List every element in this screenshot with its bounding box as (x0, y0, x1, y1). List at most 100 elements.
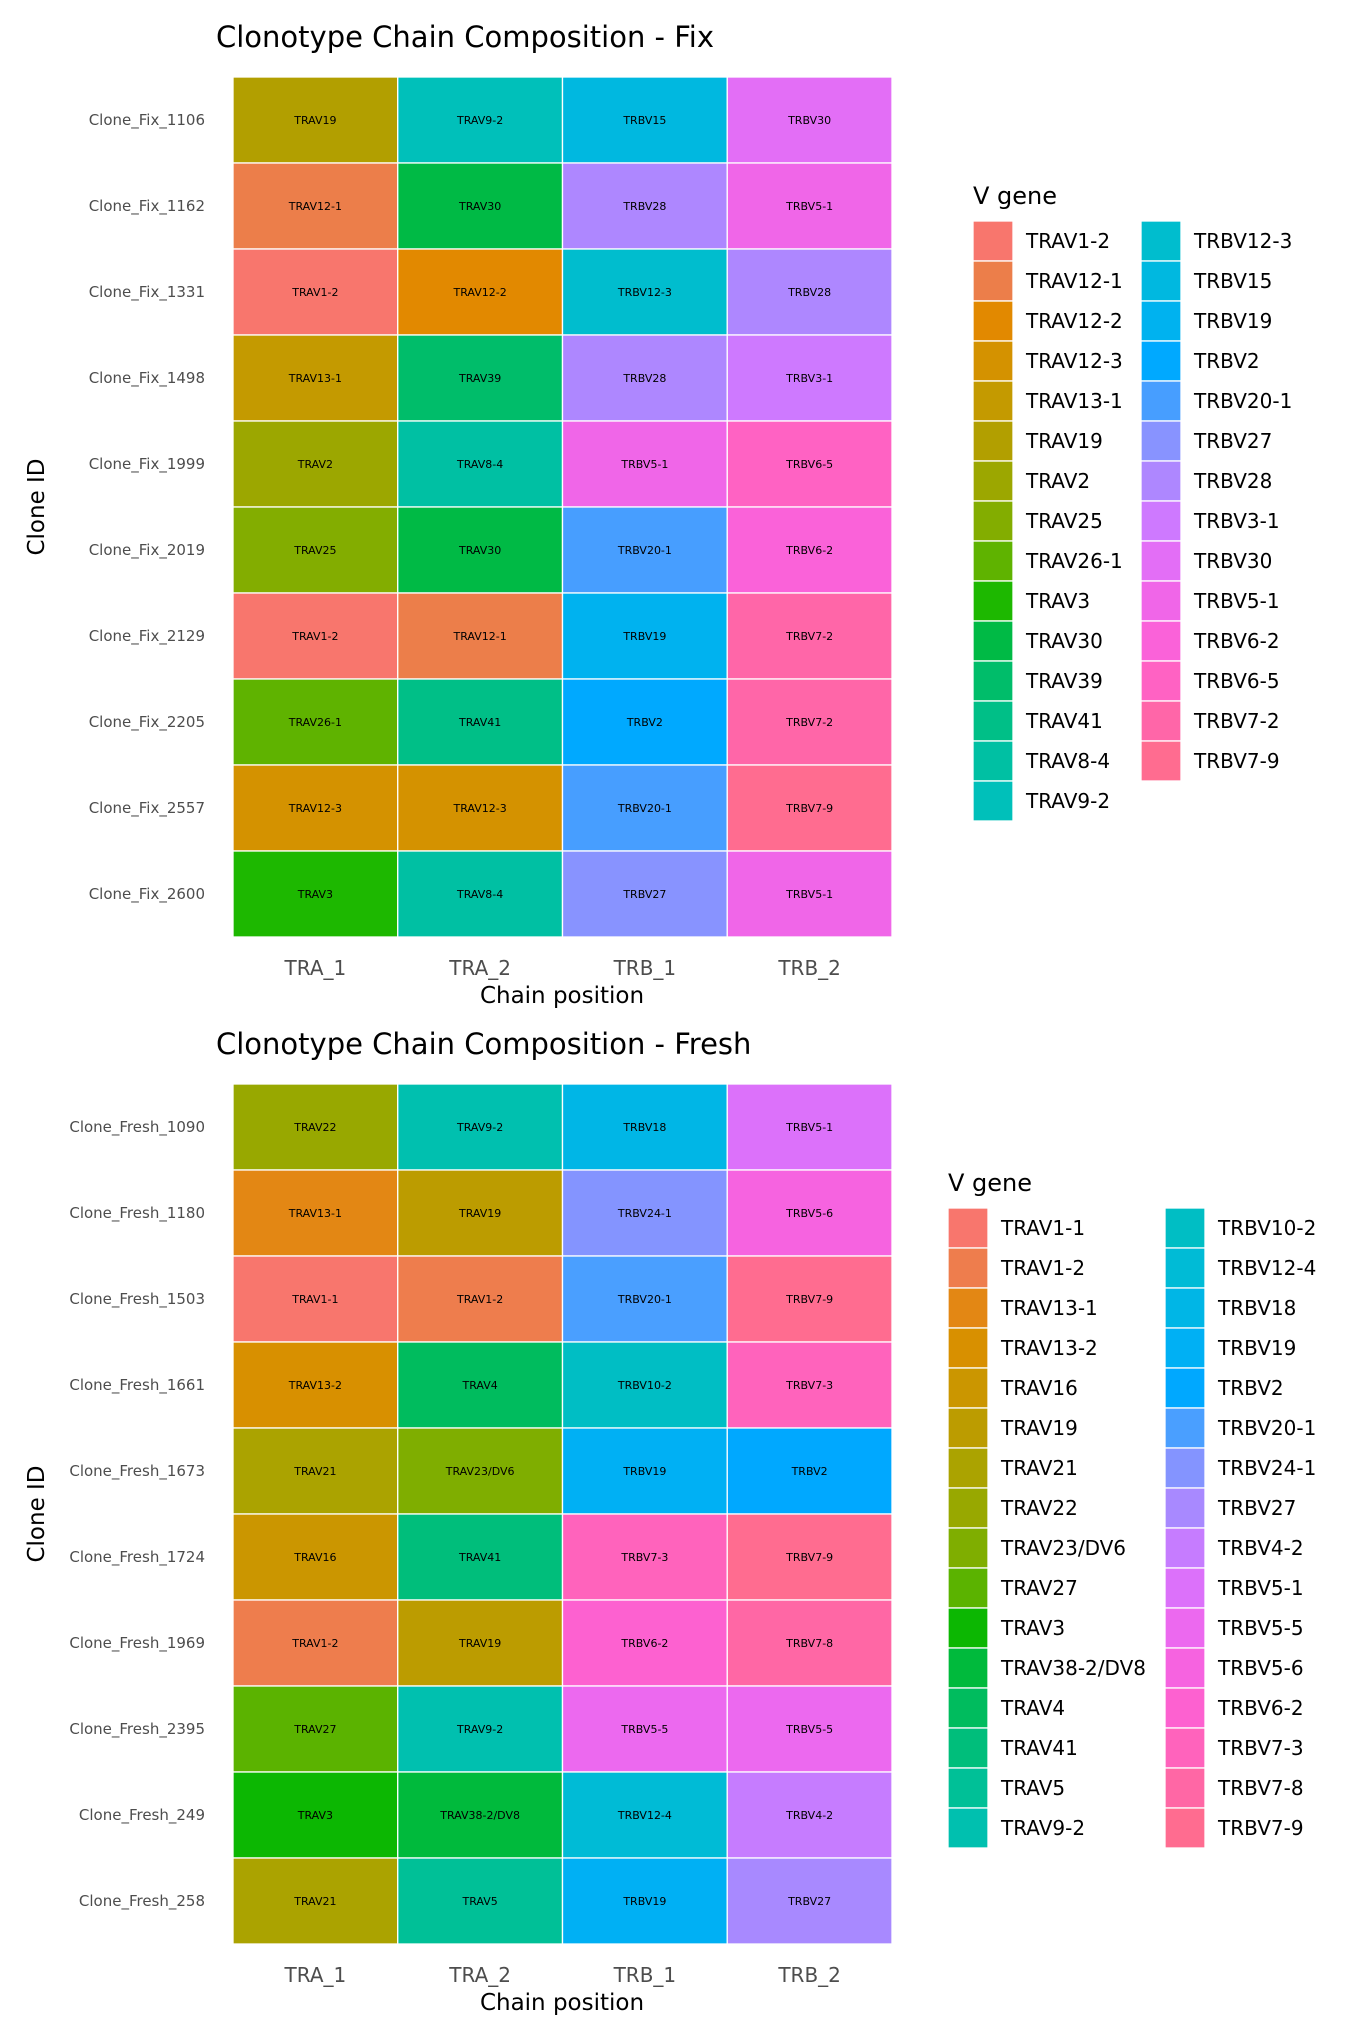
legend-label: TRBV7-9 (1193, 749, 1280, 773)
cell-label: TRAV13-2 (288, 1379, 342, 1392)
legend-item: TRAV12-1 (972, 260, 1123, 302)
cell-label: TRAV19 (458, 1207, 501, 1220)
heatmap-cells: TRAV19 TRAV9-2 TRBV15 TRBV30 TRAV12-1 TRAV30 T… (232, 76, 893, 938)
x-tick-label: TRA_2 (448, 1963, 511, 1987)
legend-label: TRAV9-2 (1025, 789, 1110, 813)
heatmap-cell (726, 1255, 893, 1343)
heatmap-cell (397, 1169, 564, 1257)
heatmap-cell (726, 1857, 893, 1945)
legend-label: TRBV30 (1193, 549, 1272, 573)
legend-item: TRBV5-5 (1164, 1607, 1304, 1649)
heatmap-cell (561, 850, 728, 938)
legend-item: TRBV20-1 (1164, 1407, 1316, 1449)
cell-label: TRBV3-1 (785, 372, 833, 385)
cell-label: TRAV41 (458, 716, 501, 729)
legend-label: TRAV30 (1025, 629, 1103, 653)
heatmap-cells: TRAV22 TRAV9-2 TRBV18 TRBV5-1 TRAV13-1 TRAV19… (232, 1083, 893, 1945)
heatmap-cell (726, 1599, 893, 1687)
legend-label: TRAV25 (1025, 509, 1103, 533)
y-tick-label: Clone_Fix_1999 (89, 455, 205, 474)
cell-label: TRAV12-2 (453, 286, 507, 299)
legend-item: TRAV30 (972, 620, 1103, 662)
cell-label: TRAV39 (458, 372, 501, 385)
heatmap-cell (232, 1857, 399, 1945)
legend-swatch (1164, 1727, 1206, 1769)
cell-label: TRBV6-5 (785, 458, 833, 471)
legend-item: TRBV6-2 (1140, 620, 1280, 662)
legend-label: TRAV12-3 (1025, 349, 1123, 373)
x-axis-label: Chain position (480, 1990, 644, 2016)
y-tick-label: Clone_Fresh_1673 (69, 1462, 205, 1481)
y-tick-label: Clone_Fix_2600 (89, 885, 205, 904)
legend-swatch (1164, 1607, 1206, 1649)
heatmap-cell (397, 1857, 564, 1945)
legend-item: TRBV7-2 (1140, 700, 1280, 742)
cell-label: TRAV30 (458, 544, 501, 557)
legend-swatch (1164, 1767, 1206, 1809)
y-tick-label: Clone_Fix_2129 (89, 627, 205, 646)
y-tick-label: Clone_Fix_1162 (89, 197, 205, 216)
heatmap-cell (232, 1255, 399, 1343)
legend-label: TRAV19 (1000, 1416, 1078, 1440)
cell-label: TRBV7-9 (785, 1293, 833, 1306)
y-tick-label: Clone_Fresh_1503 (69, 1290, 205, 1309)
y-tick-label: Clone_Fix_1331 (89, 283, 205, 302)
legend-item: TRAV3 (972, 580, 1090, 622)
legend-swatch (1164, 1327, 1206, 1369)
legend-label: TRBV10-2 (1217, 1216, 1316, 1240)
legend-swatch (1164, 1247, 1206, 1289)
legend-swatch (1140, 300, 1182, 342)
cell-label: TRAV12-1 (288, 200, 342, 213)
heatmap-cell (397, 1599, 564, 1687)
legend-item: TRAV22 (947, 1487, 1078, 1529)
legend-item: TRBV10-2 (1164, 1207, 1316, 1249)
heatmap-cell (232, 678, 399, 766)
cell-label: TRAV4 (461, 1379, 497, 1392)
legend-swatch (947, 1207, 989, 1249)
legend-item: TRAV1-2 (972, 220, 1110, 262)
legend-label: TRBV6-2 (1217, 1696, 1304, 1720)
heatmap-cell (397, 1685, 564, 1773)
legend-swatch (1164, 1407, 1206, 1449)
heatmap-cell (726, 1083, 893, 1171)
cell-label: TRBV6-2 (620, 1637, 668, 1650)
legend-item: TRBV6-2 (1164, 1687, 1304, 1729)
legend-label: TRAV3 (1025, 589, 1090, 613)
heatmap-cell (561, 1341, 728, 1429)
heatmap-cell (726, 1513, 893, 1601)
legend-label: TRAV1-2 (1025, 229, 1110, 253)
legend: TRAV1-2 TRAV12-1 TRAV12-2 TRAV12-3 TRAV13-1 T… (972, 220, 1292, 822)
legend-swatch (1164, 1207, 1206, 1249)
x-tick-labels: TRA_1 TRA_2 TRB_1 TRB_2 (284, 956, 841, 980)
heatmap-panel-fix: Clonotype Chain Composition - Fix TRAV19… (24, 20, 1292, 1009)
cell-label: TRBV7-2 (785, 716, 833, 729)
heatmap-cell (397, 1083, 564, 1171)
heatmap-cell (726, 764, 893, 852)
legend-item: TRBV12-4 (1164, 1247, 1316, 1289)
y-tick-label: Clone_Fix_2205 (89, 713, 205, 732)
cell-label: TRBV18 (622, 1121, 666, 1134)
heatmap-cell (397, 420, 564, 508)
cell-label: TRBV5-5 (620, 1723, 668, 1736)
cell-label: TRBV28 (622, 200, 666, 213)
legend-item: TRAV19 (947, 1407, 1078, 1449)
heatmap-cell (232, 162, 399, 250)
legend-item: TRAV12-2 (972, 300, 1123, 342)
legend-label: TRBV20-1 (1193, 389, 1292, 413)
legend-label: TRAV19 (1025, 429, 1103, 453)
legend-item: TRBV2 (1164, 1367, 1284, 1409)
legend-swatch (947, 1767, 989, 1809)
legend-label: TRAV16 (1000, 1376, 1078, 1400)
cell-label: TRAV8-4 (456, 888, 503, 901)
cell-label: TRBV7-2 (785, 630, 833, 643)
cell-label: TRAV12-1 (453, 630, 507, 643)
y-tick-label: Clone_Fix_1498 (89, 369, 205, 388)
heatmap-panel-fresh: Clonotype Chain Composition - Fresh TRAV… (24, 1027, 1316, 2016)
cell-label: TRBV19 (622, 630, 666, 643)
legend-swatch (1140, 500, 1182, 542)
x-tick-label: TRB_1 (613, 1963, 677, 1987)
legend-swatch (1164, 1687, 1206, 1729)
cell-label: TRAV25 (293, 544, 336, 557)
legend-label: TRBV7-2 (1193, 709, 1280, 733)
cell-label: TRBV15 (622, 114, 666, 127)
